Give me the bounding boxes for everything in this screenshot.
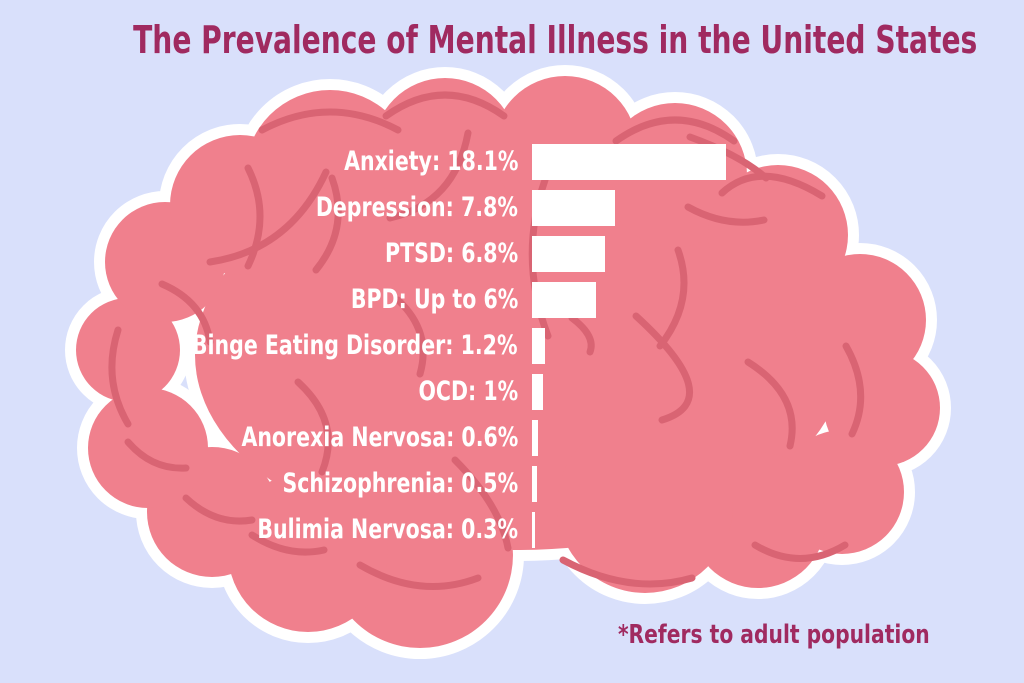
- bar-label: Anxiety: 18.1%: [343, 146, 518, 177]
- chart-row: Binge Eating Disorder: 1.2%: [0, 328, 1024, 364]
- page-title: The Prevalence of Mental Illness in the …: [133, 18, 978, 62]
- chart-row: BPD: Up to 6%: [0, 282, 1024, 318]
- bar: [532, 420, 538, 456]
- bar: [532, 374, 543, 410]
- chart-row: Anorexia Nervosa: 0.6%: [0, 420, 1024, 456]
- bar-label: PTSD: 6.8%: [384, 238, 518, 269]
- bar-label: Schizophrenia: 0.5%: [282, 468, 518, 499]
- bar-label: Binge Eating Disorder: 1.2%: [192, 330, 518, 361]
- bar: [532, 144, 726, 180]
- bar: [532, 512, 535, 548]
- bar: [532, 236, 605, 272]
- bar-label: Bulimia Nervosa: 0.3%: [257, 514, 518, 545]
- chart-row: Bulimia Nervosa: 0.3%: [0, 512, 1024, 548]
- chart-row: Depression: 7.8%: [0, 190, 1024, 226]
- chart-row: Anxiety: 18.1%: [0, 144, 1024, 180]
- bar: [532, 466, 537, 502]
- bar: [532, 328, 545, 364]
- bar-label: BPD: Up to 6%: [350, 284, 518, 315]
- chart-row: PTSD: 6.8%: [0, 236, 1024, 272]
- brain-folds: [108, 91, 865, 590]
- chart-row: OCD: 1%: [0, 374, 1024, 410]
- bar-label: Depression: 7.8%: [315, 192, 518, 223]
- bar-label: OCD: 1%: [418, 376, 518, 407]
- bar: [532, 190, 615, 226]
- bar: [532, 282, 596, 318]
- footnote: *Refers to adult population: [618, 620, 930, 650]
- chart-row: Schizophrenia: 0.5%: [0, 466, 1024, 502]
- bar-label: Anorexia Nervosa: 0.6%: [241, 422, 518, 453]
